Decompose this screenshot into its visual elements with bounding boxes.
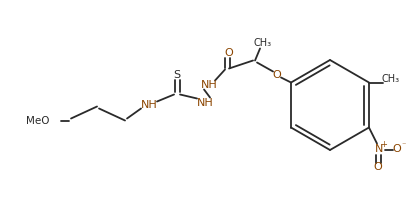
Text: O: O [374,162,382,173]
Text: NH: NH [197,97,214,108]
Text: O: O [273,69,281,79]
Text: +: + [380,140,387,149]
Text: O: O [393,145,401,154]
Text: NH: NH [141,99,157,110]
Text: O: O [225,48,233,58]
Text: ⁻: ⁻ [402,140,406,149]
Text: N: N [375,145,383,154]
Text: MeO: MeO [26,115,49,125]
Text: NH: NH [201,79,217,90]
Text: CH₃: CH₃ [382,74,400,85]
Text: S: S [173,69,180,79]
Text: CH₃: CH₃ [254,37,272,48]
